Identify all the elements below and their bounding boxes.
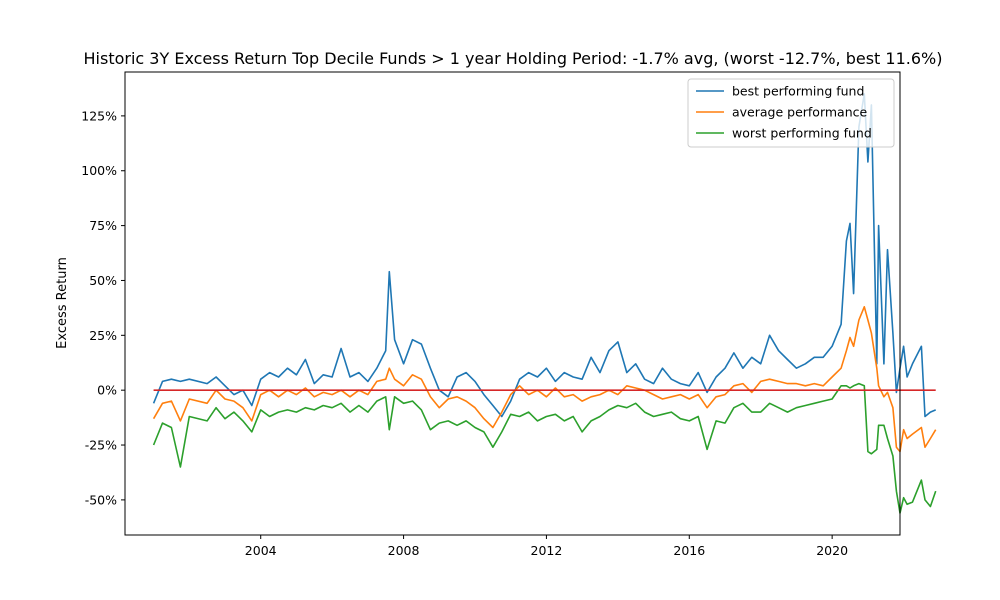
series-layer <box>152 93 937 514</box>
y-tick-label: 50% <box>89 273 117 288</box>
legend-label: worst performing fund <box>732 126 872 141</box>
y-axis-label: Excess Return <box>55 257 70 349</box>
y-axis: -50% -25% 0% 25% 50% 75% 100% 125% <box>81 108 125 507</box>
chart-title: Historic 3Y Excess Return Top Decile Fun… <box>84 49 943 68</box>
plot-frame <box>124 71 901 536</box>
x-tick-label: 2020 <box>816 543 848 558</box>
x-tick-label: 2016 <box>673 543 705 558</box>
series-line-3 <box>152 382 937 514</box>
y-tick-label: 125% <box>81 108 117 123</box>
y-tick-label: -25% <box>85 438 117 453</box>
legend: best performing fund average performance w… <box>687 78 895 148</box>
plot-area <box>125 72 900 535</box>
x-tick-label: 2008 <box>388 543 420 558</box>
legend-box <box>687 78 895 148</box>
x-tick-label: 2004 <box>245 543 277 558</box>
x-tick-label: 2012 <box>531 543 563 558</box>
legend-label: average performance <box>732 105 868 120</box>
y-tick-label: 100% <box>81 163 117 178</box>
y-tick-label: -50% <box>85 492 117 507</box>
y-tick-label: 25% <box>89 328 117 343</box>
x-axis: 2004 2008 2012 2016 2020 <box>245 535 848 558</box>
legend-label: best performing fund <box>732 84 864 99</box>
y-tick-label: 75% <box>89 218 117 233</box>
y-tick-label: 0% <box>97 383 117 398</box>
